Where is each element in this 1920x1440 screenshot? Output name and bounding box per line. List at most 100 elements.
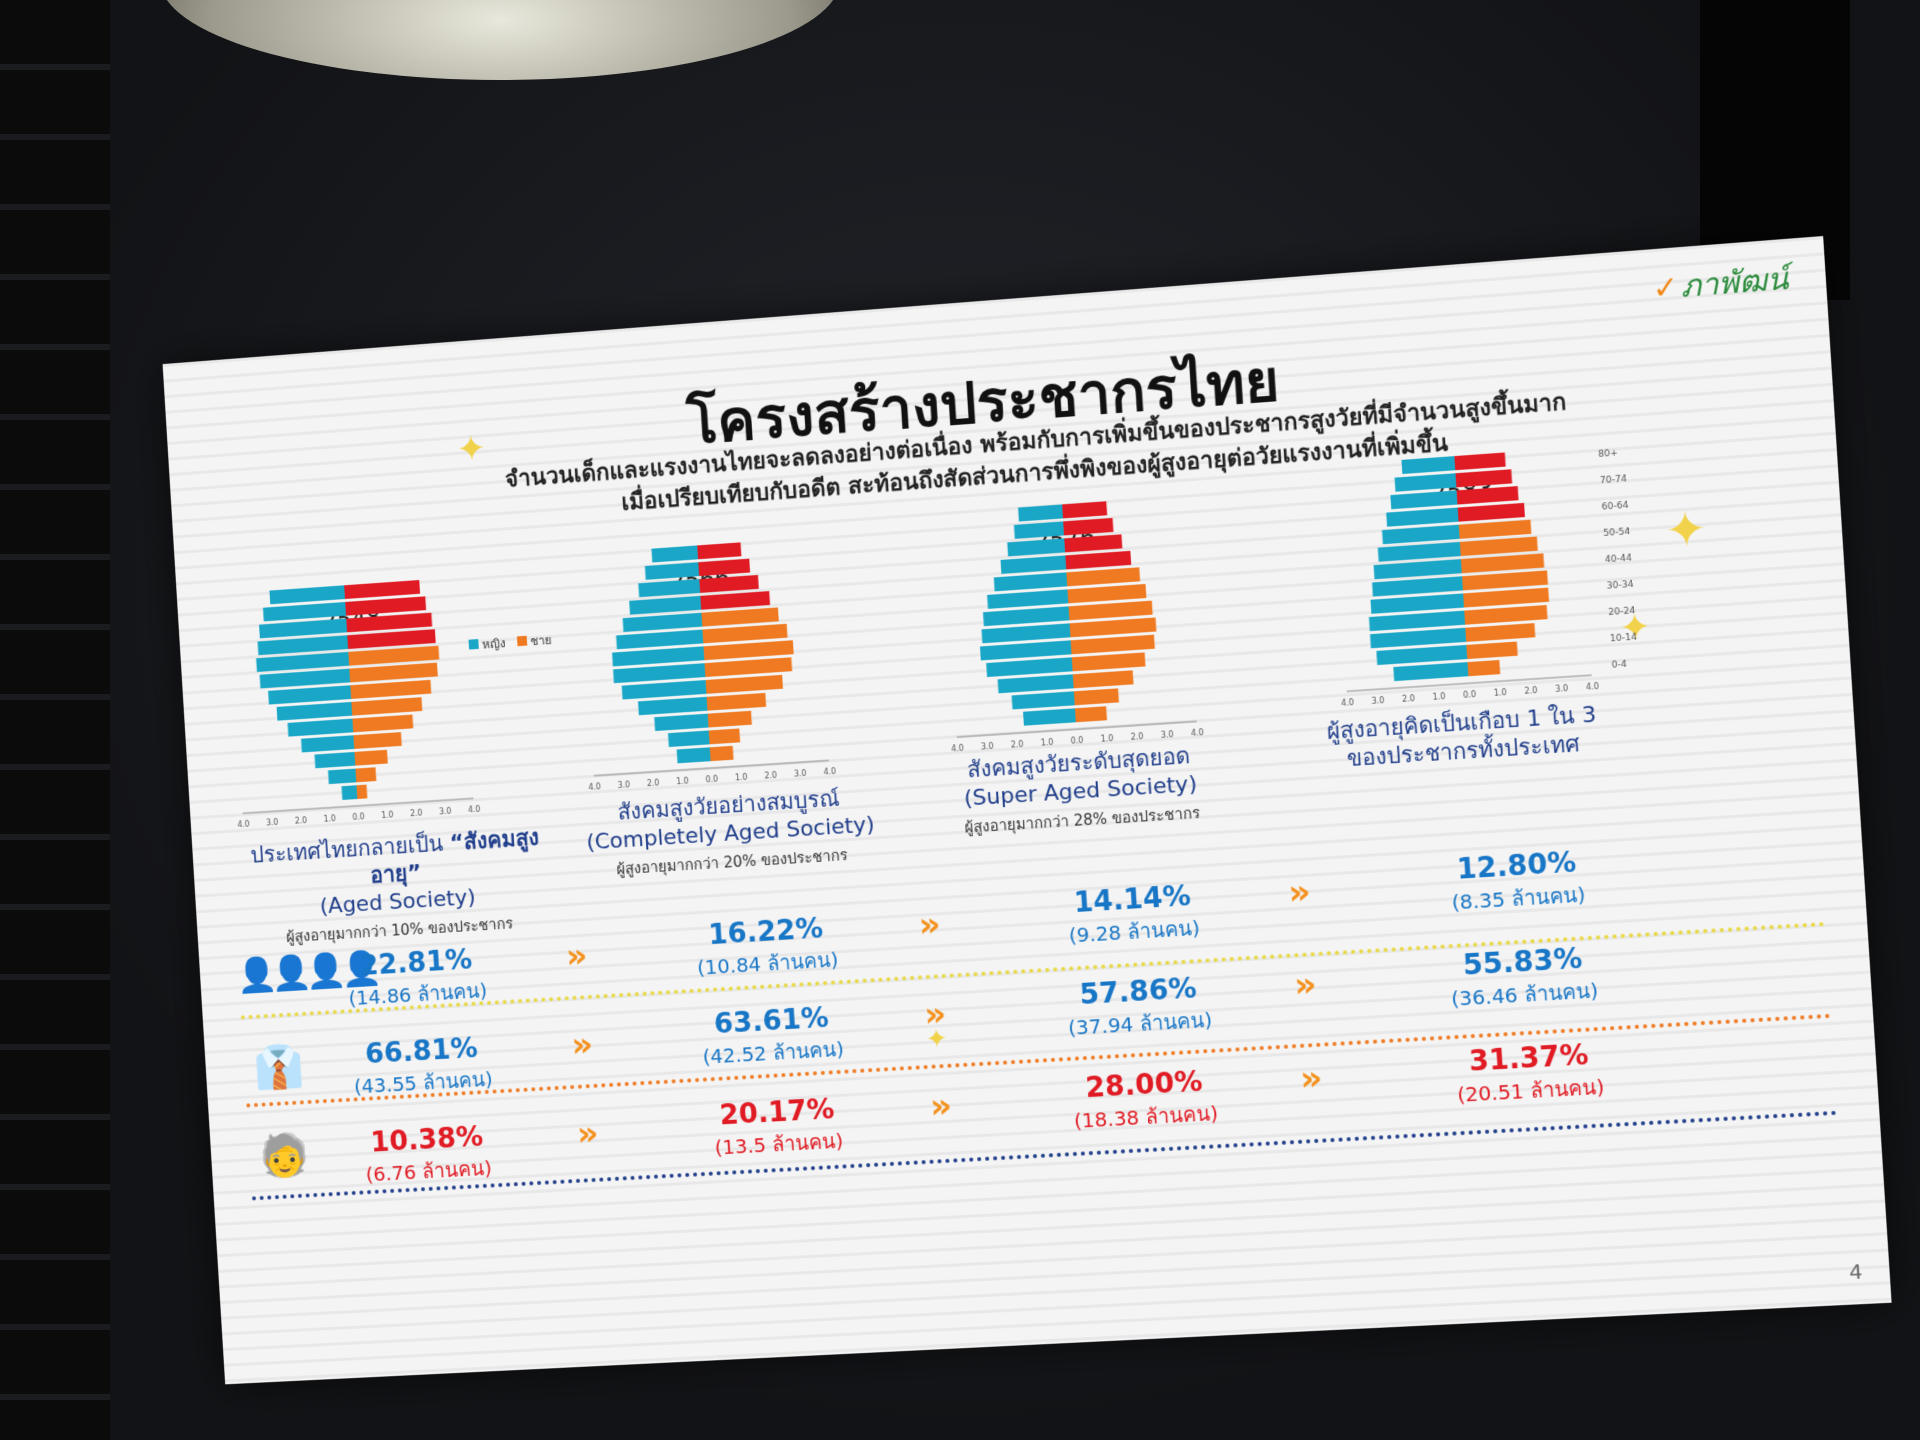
pyramid-bar-male xyxy=(1062,501,1108,519)
pyramid-bar-male xyxy=(1464,604,1548,625)
axis-tick-label: 4.0 xyxy=(823,767,836,777)
pyramid-bar-female xyxy=(1377,541,1461,562)
pyramid-bar-male xyxy=(708,728,741,745)
pyramid-bar-female xyxy=(269,585,346,605)
double-chevron-icon: » xyxy=(928,1086,944,1127)
pyramid-bar-female xyxy=(1386,507,1459,527)
pyramid-bar-female xyxy=(314,751,356,769)
stat-working-2566: 63.61% (42.52 ล้านคน) xyxy=(657,998,887,1076)
axis-tick-label: 4.0 xyxy=(588,782,601,792)
axis-tick-label: 0.0 xyxy=(1070,736,1083,746)
pyramid-bar-male xyxy=(1459,536,1538,557)
double-chevron-icon: » xyxy=(1292,964,1308,1006)
pyramid-bar-female xyxy=(1018,504,1063,522)
pyramid-bar-male xyxy=(351,697,423,716)
axis-tick-label: 4.0 xyxy=(1341,698,1354,708)
age-tick-label: 30-34 xyxy=(1606,580,1634,592)
pyramid-bar-female xyxy=(1000,555,1067,574)
population-pyramids: 4.0 3.0 2.0 1.0 0.0 1.0 2.0 3.0 4.0 4.0 3.0 2.0 1.0 0… xyxy=(237,448,1637,829)
pyramid-bar-female xyxy=(993,572,1068,592)
pyramid-bar-female xyxy=(1394,473,1457,492)
pyramid-bar-female xyxy=(979,640,1072,661)
pyramid-bar-female xyxy=(1007,538,1066,557)
pyramid-bar-male xyxy=(702,623,788,644)
pyramid-bar-male xyxy=(1065,550,1132,570)
pyramid-bar-male xyxy=(1467,659,1501,677)
pyramid-bar-female xyxy=(676,747,711,764)
pyramid-bar-male xyxy=(1074,706,1108,723)
pyramid-bar-male xyxy=(706,692,767,711)
pyramid-bar-male xyxy=(349,662,438,683)
axis-tick-label: 2.0 xyxy=(295,816,308,826)
axis-tick-label: 3.0 xyxy=(981,742,994,752)
pyramid-bar-female xyxy=(986,657,1073,678)
stat-children-2583: 12.80% (8.35 ล้านคน) xyxy=(1398,842,1638,922)
pyramid-bar-male xyxy=(1457,502,1525,522)
pyramid-bar-female xyxy=(981,623,1071,644)
pyramid-bar-male xyxy=(1064,534,1123,553)
pyramid-bar-female xyxy=(328,768,357,785)
double-chevron-icon: » xyxy=(1298,1058,1314,1100)
stat-working-2548: 66.81% (43.55 ล้านคน) xyxy=(310,1028,536,1105)
pyramid-bar-female xyxy=(654,713,709,732)
projection-screen: ✓ภาพัฒน์ โครงสร้างประชากรไทย จำนวนเด็กแล… xyxy=(162,236,1892,1385)
double-chevron-icon: » xyxy=(923,994,938,1036)
pyramid-bar-female xyxy=(287,718,354,737)
pyramid-bar-female xyxy=(638,579,701,598)
axis-tick-label: 2.0 xyxy=(764,771,777,781)
axis-tick-label: 2.0 xyxy=(647,778,660,788)
pyramid-bar-male xyxy=(1073,688,1119,706)
pyramid-bar-female xyxy=(629,595,702,615)
axis-tick-label: 3.0 xyxy=(1555,684,1569,694)
axis-tick-label: 2.0 xyxy=(1010,740,1023,750)
pyramid-bar-male xyxy=(1454,452,1506,471)
axis-tick-label: 1.0 xyxy=(1493,688,1507,698)
axis-tick-label: 3.0 xyxy=(439,807,452,817)
pyramid-bar-male xyxy=(704,657,793,678)
pyramid-bar-male xyxy=(1067,583,1147,604)
pyramid-bar-male xyxy=(1071,652,1146,672)
axis-tick-label: 4.0 xyxy=(1191,728,1204,738)
axis-tick-label: 1.0 xyxy=(1040,738,1053,748)
pyramid-bar-female xyxy=(621,680,707,700)
pyramid-bar-female xyxy=(997,674,1074,694)
axis-tick-label: 2.0 xyxy=(410,809,423,819)
age-tick-label: 0-4 xyxy=(1611,660,1627,671)
pyramid-bar-male xyxy=(1463,587,1550,608)
double-chevron-icon: » xyxy=(917,904,932,946)
pyramid-bar-male xyxy=(347,629,436,650)
pyramid-bar-male xyxy=(1466,641,1518,660)
pyramid-bar-female xyxy=(616,629,704,650)
pyramid-bar-female xyxy=(1023,708,1076,726)
pyramid-bar-female xyxy=(256,651,350,672)
axis-tick-label: 2.0 xyxy=(1402,694,1416,704)
pyramid-bar-female xyxy=(1372,576,1463,597)
pyramid-bar-male xyxy=(699,574,759,593)
pyramid-bar-male xyxy=(348,645,440,666)
axis-tick-label: 2.0 xyxy=(1524,686,1538,696)
pyramid-bar-male xyxy=(697,542,742,560)
pyramid-bar-male xyxy=(355,767,377,783)
pyramid-bar-female xyxy=(622,612,703,632)
axis-tick-label: 3.0 xyxy=(617,780,630,790)
pyramid-bar-male xyxy=(353,732,402,749)
pyramid-bar-female xyxy=(1401,456,1456,475)
stat-elderly-2583: 31.37% (20.51 ล้านคน) xyxy=(1410,1034,1650,1113)
pyramid-bar-female xyxy=(1013,521,1065,539)
pyramid-bar-female xyxy=(613,663,706,684)
double-chevron-icon: » xyxy=(575,1113,590,1155)
pyramid-bar-male xyxy=(701,607,779,627)
pyramid-bar-female xyxy=(262,601,347,622)
axis-tick-label: 3.0 xyxy=(266,818,279,828)
pyramid-bar-female xyxy=(301,735,355,753)
pyramid-bar-female xyxy=(637,696,708,716)
pyramid-bar-female xyxy=(276,701,353,721)
pyramid-bar-female xyxy=(1373,559,1462,580)
axis-tick-label: 1.0 xyxy=(381,810,394,820)
age-tick-label: 50-54 xyxy=(1603,527,1631,539)
pyramid-bar-male xyxy=(354,749,388,766)
stat-children-2576: 14.14% (9.28 ล้านคน) xyxy=(1016,875,1251,954)
axis-tick-label: 1.0 xyxy=(676,776,689,786)
axis-tick-label: 4.0 xyxy=(468,805,481,815)
pyramid-bar-male xyxy=(705,674,784,694)
